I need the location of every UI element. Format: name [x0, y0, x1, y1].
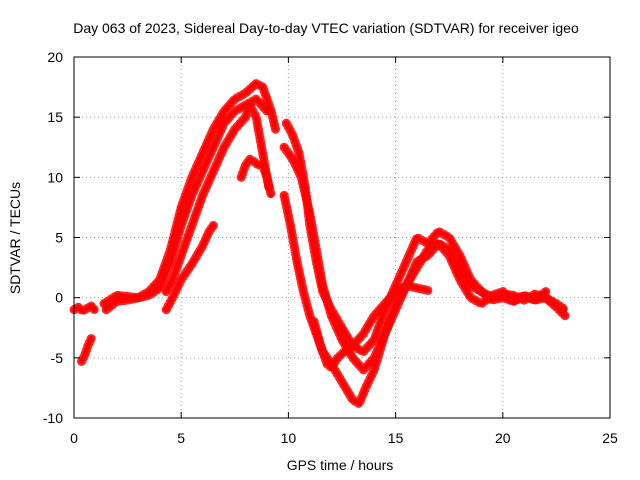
series-markers-pass-B	[101, 94, 272, 315]
y-tick-label: 20	[47, 49, 63, 65]
x-tick-label: 25	[602, 430, 618, 446]
series-layer	[69, 79, 570, 409]
y-tick-label: 15	[47, 109, 63, 125]
y-tick-label: -5	[51, 350, 64, 366]
x-tick-label: 0	[70, 430, 78, 446]
y-tick-label: 10	[47, 169, 63, 185]
tick-labels: 0 5 10 15 20 25 -10 -5 0 5 10 15 20	[43, 49, 618, 446]
x-tick-label: 20	[495, 430, 511, 446]
y-tick-label: 5	[55, 230, 63, 246]
series-markers-pass-D	[161, 221, 218, 315]
chart-title: Day 063 of 2023, Sidereal Day-to-day VTE…	[73, 20, 579, 36]
y-tick-label: -10	[43, 410, 63, 426]
series-markers-pass-C	[161, 100, 276, 297]
series-markers-pass-I	[309, 281, 433, 372]
x-tick-label: 5	[177, 430, 185, 446]
x-axis-label: GPS time / hours	[287, 457, 394, 473]
x-tick-label: 15	[388, 430, 404, 446]
y-tick-label: 0	[55, 290, 63, 306]
series-markers-pass-early-2	[77, 334, 96, 366]
grid	[74, 57, 610, 418]
x-tick-label: 10	[281, 430, 297, 446]
series-markers-pass-early-1	[69, 301, 99, 316]
axes	[73, 56, 611, 419]
series-markers-pass-E	[236, 154, 274, 194]
y-axis-label: SDTVAR / TECUs	[7, 182, 23, 294]
